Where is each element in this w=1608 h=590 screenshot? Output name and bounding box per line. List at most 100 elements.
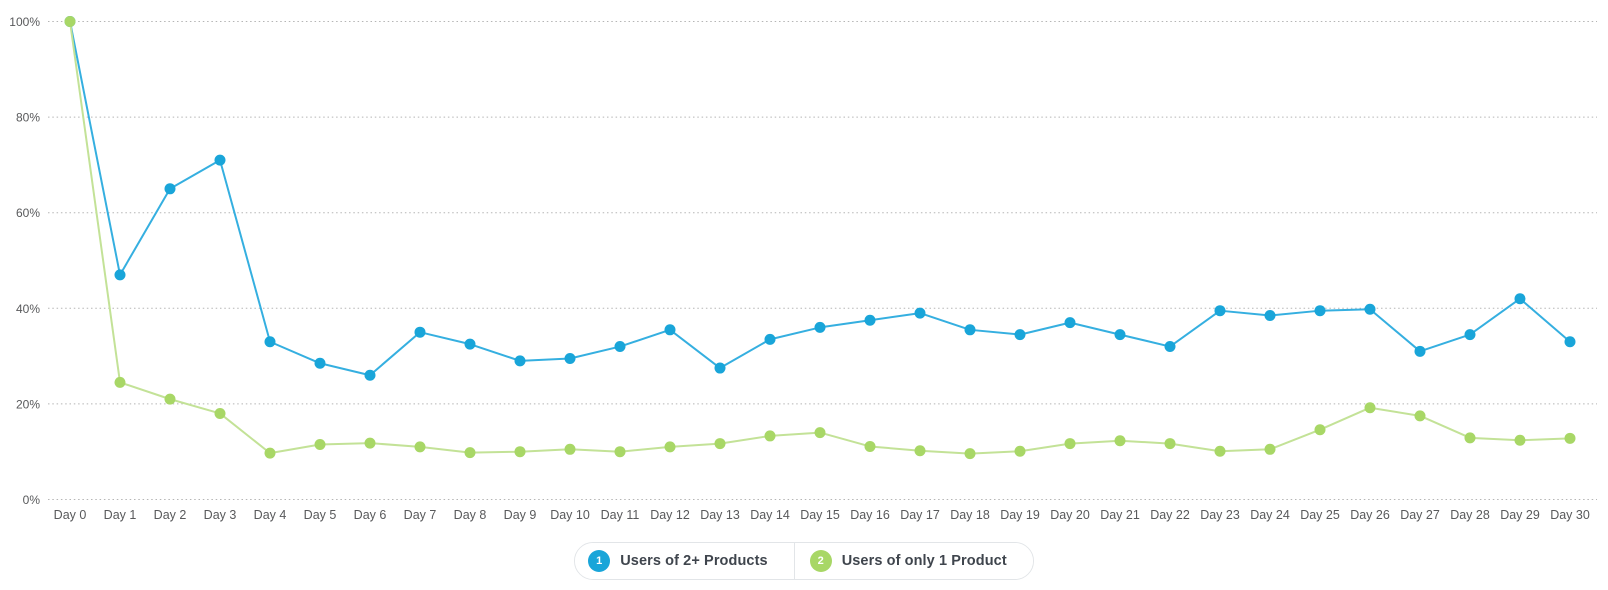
data-point-series-1-day-16[interactable] (864, 314, 876, 326)
data-point-series-2-day-2[interactable] (164, 393, 176, 405)
data-point-series-1-day-7[interactable] (414, 326, 426, 338)
data-point-series-1-day-25[interactable] (1314, 305, 1326, 317)
data-point-series-1-day-12[interactable] (664, 324, 676, 336)
data-point-series-2-day-23[interactable] (1214, 445, 1226, 457)
data-point-series-1-day-9[interactable] (514, 355, 526, 367)
x-axis-tick-label: Day 14 (750, 508, 790, 522)
data-point-series-2-day-0[interactable] (64, 16, 76, 27)
data-point-series-2-day-28[interactable] (1464, 432, 1476, 444)
data-point-series-1-day-26[interactable] (1364, 303, 1376, 315)
data-point-series-2-day-13[interactable] (714, 438, 726, 450)
y-axis-tick-label: 80% (16, 111, 40, 125)
x-axis-tick-label: Day 30 (1550, 508, 1590, 522)
data-point-series-1-day-29[interactable] (1514, 293, 1526, 305)
x-axis-tick-label: Day 22 (1150, 508, 1190, 522)
retention-line-chart: 0% 20% 40% 60% 80% 100% Day 0 Day 1 Day 2 Day 3 Da… (9, 15, 1597, 522)
data-point-series-1-day-24[interactable] (1264, 309, 1276, 321)
data-point-series-2-day-27[interactable] (1414, 410, 1426, 422)
data-point-series-1-day-15[interactable] (814, 321, 826, 333)
data-point-series-1-day-28[interactable] (1464, 329, 1476, 341)
data-point-series-1-day-18[interactable] (964, 324, 976, 336)
data-point-series-2-day-30[interactable] (1564, 432, 1576, 444)
data-point-series-2-day-21[interactable] (1114, 435, 1126, 447)
y-axis-tick-label: 60% (16, 206, 40, 220)
x-axis-tick-label: Day 28 (1450, 508, 1490, 522)
data-point-series-1-day-30[interactable] (1564, 336, 1576, 348)
x-axis-tick-label: Day 8 (454, 508, 487, 522)
series-1-badge: 1 (588, 550, 611, 572)
series-2-badge: 2 (809, 550, 832, 572)
data-point-series-2-day-10[interactable] (564, 443, 576, 455)
legend-pill: 1 Users of 2+ Products 2 Users of only 1… (574, 542, 1034, 580)
series-line-2 (69, 21, 1571, 455)
data-point-series-2-day-29[interactable] (1514, 434, 1526, 446)
data-point-series-2-day-6[interactable] (364, 437, 376, 449)
data-point-series-1-day-21[interactable] (1114, 329, 1126, 341)
x-axis-tick-label: Day 7 (404, 508, 437, 522)
x-axis-tick-label: Day 4 (254, 508, 287, 522)
x-axis-tick-label: Day 17 (900, 508, 940, 522)
y-axis-tick-label: 0% (23, 493, 41, 507)
x-axis-tick-label: Day 21 (1100, 508, 1140, 522)
x-axis-tick-label: Day 13 (700, 508, 740, 522)
x-axis-tick-label: Day 23 (1200, 508, 1240, 522)
x-axis-tick-label: Day 9 (504, 508, 537, 522)
x-axis-tick-label: Day 24 (1250, 508, 1290, 522)
data-point-series-1-day-1[interactable] (114, 269, 126, 281)
data-point-series-1-day-5[interactable] (314, 357, 326, 369)
x-axis-tick-label: Day 15 (800, 508, 840, 522)
chart-legend: 1 Users of 2+ Products 2 Users of only 1… (0, 542, 1608, 580)
data-point-series-2-day-26[interactable] (1364, 402, 1376, 414)
data-point-series-1-day-14[interactable] (764, 333, 776, 345)
x-axis-tick-label: Day 6 (354, 508, 387, 522)
data-point-series-2-day-11[interactable] (614, 446, 626, 458)
x-axis-tick-label: Day 18 (950, 508, 990, 522)
data-point-series-2-day-3[interactable] (214, 407, 226, 419)
x-axis-tick-label: Day 27 (1400, 508, 1440, 522)
data-point-series-1-day-10[interactable] (564, 352, 576, 364)
x-axis-tick-label: Day 16 (850, 508, 890, 522)
y-axis-tick-label: 100% (9, 15, 40, 29)
x-axis-tick-label: Day 5 (304, 508, 337, 522)
x-axis-tick-label: Day 10 (550, 508, 590, 522)
data-point-series-1-day-6[interactable] (364, 369, 376, 381)
data-point-series-1-day-22[interactable] (1164, 341, 1176, 353)
data-point-series-2-day-15[interactable] (814, 427, 826, 439)
data-point-series-2-day-7[interactable] (414, 441, 426, 453)
data-point-series-2-day-19[interactable] (1014, 445, 1026, 457)
data-point-series-1-day-27[interactable] (1414, 345, 1426, 357)
data-point-series-2-day-4[interactable] (264, 447, 276, 459)
data-point-series-2-day-20[interactable] (1064, 438, 1076, 450)
legend-item-users-only-1-product[interactable]: 2 Users of only 1 Product (793, 543, 1033, 579)
data-point-series-2-day-17[interactable] (914, 445, 926, 457)
data-point-series-1-day-2[interactable] (164, 183, 176, 195)
data-point-series-1-day-4[interactable] (264, 336, 276, 348)
data-point-series-1-day-13[interactable] (714, 362, 726, 374)
data-point-series-2-day-8[interactable] (464, 447, 476, 459)
data-point-series-2-day-25[interactable] (1314, 424, 1326, 436)
data-point-series-1-day-11[interactable] (614, 341, 626, 353)
x-axis-tick-label: Day 3 (204, 508, 237, 522)
legend-item-users-2plus-products[interactable]: 1 Users of 2+ Products (575, 543, 794, 579)
data-point-series-2-day-14[interactable] (764, 430, 776, 442)
data-point-series-1-day-20[interactable] (1064, 317, 1076, 329)
data-point-series-1-day-17[interactable] (914, 307, 926, 319)
data-point-series-2-day-22[interactable] (1164, 438, 1176, 450)
data-point-series-1-day-19[interactable] (1014, 329, 1026, 341)
data-point-series-1-day-8[interactable] (464, 338, 476, 350)
data-point-series-1-day-23[interactable] (1214, 305, 1226, 317)
data-point-series-2-day-24[interactable] (1264, 443, 1276, 455)
x-axis-tick-label: Day 0 (54, 508, 87, 522)
series-2-label: Users of only 1 Product (841, 553, 1007, 569)
data-point-series-2-day-12[interactable] (664, 441, 676, 453)
x-axis-tick-label: Day 20 (1050, 508, 1090, 522)
x-axis-tick-label: Day 25 (1300, 508, 1340, 522)
data-point-series-2-day-18[interactable] (964, 448, 976, 460)
line-chart-canvas: 0% 20% 40% 60% 80% 100% Day 0 Day 1 Day 2 Day 3 Da… (9, 15, 1597, 522)
data-point-series-2-day-5[interactable] (314, 439, 326, 451)
data-point-series-2-day-9[interactable] (514, 446, 526, 458)
data-point-series-2-day-1[interactable] (114, 376, 126, 388)
data-point-series-1-day-3[interactable] (214, 154, 226, 166)
data-point-series-2-day-16[interactable] (864, 440, 876, 452)
